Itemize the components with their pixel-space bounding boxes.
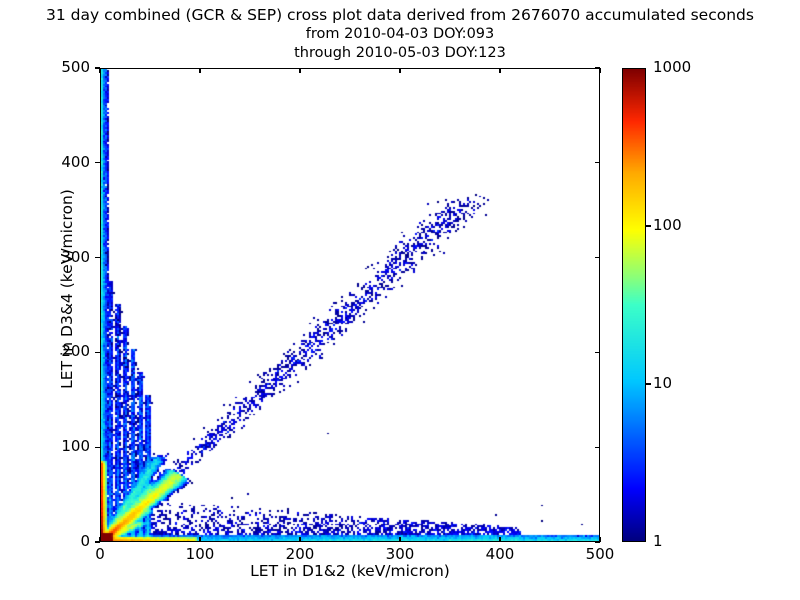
- x-tick-300: [399, 537, 401, 542]
- y-tick-label-500: 500: [61, 58, 90, 76]
- y-tick-right-500: [595, 67, 600, 69]
- y-tick-label-0: 0: [80, 532, 90, 550]
- y-tick-right-300: [595, 257, 600, 259]
- y-tick-right-0: [595, 541, 600, 543]
- colorbar-gradient: [623, 69, 645, 541]
- y-tick-300: [95, 257, 100, 259]
- y-tick-right-100: [595, 446, 600, 448]
- colorbar-tick-label-1: 1: [653, 532, 663, 550]
- y-axis-label: LET in D3&4 (keV/micron): [58, 189, 76, 389]
- colorbar-tick-10: [646, 383, 651, 385]
- colorbar[interactable]: [622, 68, 646, 542]
- y-tick-200: [95, 351, 100, 353]
- x-tick-top-100: [199, 68, 201, 73]
- plot-area[interactable]: [100, 68, 600, 542]
- y-tick-label-100: 100: [61, 437, 90, 456]
- title-line-2: from 2010-04-03 DOY:093: [305, 26, 495, 42]
- x-tick-label-400: 400: [485, 545, 515, 563]
- colorbar-tick-label-100: 100: [653, 216, 682, 234]
- x-tick-top-0: [99, 68, 101, 73]
- x-tick-0: [99, 537, 101, 542]
- x-tick-200: [299, 537, 301, 542]
- x-tick-top-300: [399, 68, 401, 73]
- colorbar-tick-100: [646, 225, 651, 227]
- x-axis-label: LET in D1&2 (keV/micron): [250, 562, 450, 580]
- y-tick-label-400: 400: [61, 152, 90, 171]
- x-tick-400: [499, 537, 501, 542]
- x-tick-top-200: [299, 68, 301, 73]
- x-tick-top-500: [599, 68, 601, 73]
- colorbar-tick-label-1000: 1000: [653, 58, 692, 76]
- y-tick-right-400: [595, 162, 600, 164]
- title-line-3: through 2010-05-03 DOY:123: [294, 45, 506, 61]
- y-tick-right-200: [595, 351, 600, 353]
- x-tick-500: [599, 537, 601, 542]
- y-tick-label-200: 200: [61, 342, 90, 361]
- y-tick-label-300: 300: [61, 247, 90, 266]
- chart-title: 31 day combined (GCR & SEP) cross plot d…: [0, 6, 800, 63]
- x-tick-label-500: 500: [585, 545, 615, 563]
- x-tick-label-0: 0: [95, 545, 105, 563]
- x-tick-100: [199, 537, 201, 542]
- x-tick-label-100: 100: [185, 545, 215, 563]
- title-line-1: 31 day combined (GCR & SEP) cross plot d…: [46, 6, 754, 24]
- density-scatter-canvas: [101, 69, 599, 541]
- x-tick-label-300: 300: [385, 545, 415, 563]
- y-tick-400: [95, 162, 100, 164]
- y-tick-100: [95, 446, 100, 448]
- colorbar-tick-label-10: 10: [653, 374, 673, 392]
- y-tick-0: [95, 541, 100, 543]
- x-tick-top-400: [499, 68, 501, 73]
- x-tick-label-200: 200: [285, 545, 315, 563]
- y-tick-500: [95, 67, 100, 69]
